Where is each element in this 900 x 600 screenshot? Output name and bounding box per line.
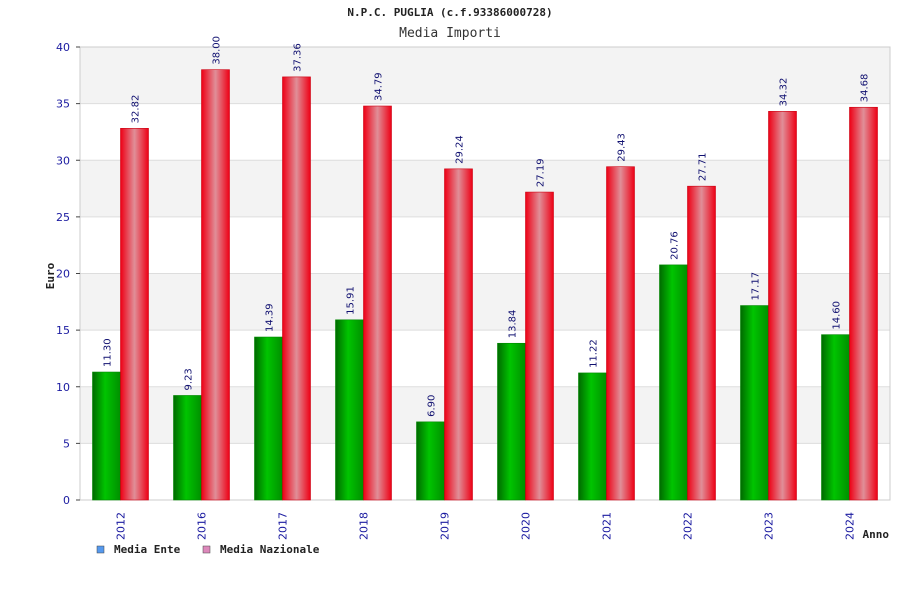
bar-media-nazionale-2012: [120, 128, 149, 501]
data-label-media-nazionale-2012: 32.82: [131, 95, 142, 124]
data-label-media-nazionale-2022: 27.71: [698, 153, 709, 182]
y-tick-label: 5: [63, 437, 70, 450]
data-label-media-ente-2021: 11.22: [589, 339, 600, 368]
data-label-media-ente-2018: 15.91: [346, 286, 357, 315]
bar-media-ente-2022: [659, 264, 688, 501]
bar-media-ente-2012: [92, 371, 121, 501]
bar-media-ente-2017: [254, 336, 283, 501]
data-label-media-nazionale-2016: 38.00: [212, 36, 223, 65]
bar-media-ente-2021: [578, 372, 607, 501]
data-label-media-nazionale-2021: 29.43: [617, 133, 628, 162]
x-tick-label-2020: 2020: [520, 512, 533, 540]
data-label-media-ente-2020: 13.84: [508, 310, 519, 339]
x-tick-label-2018: 2018: [358, 512, 371, 540]
y-tick-label: 0: [63, 494, 70, 507]
bar-media-nazionale-2016: [201, 69, 230, 501]
data-label-media-nazionale-2019: 29.24: [455, 135, 466, 164]
x-tick-label-2017: 2017: [277, 512, 290, 540]
y-axis-label: Euro: [44, 262, 57, 289]
bar-media-nazionale-2019: [444, 168, 473, 501]
data-label-media-ente-2017: 14.39: [265, 303, 276, 332]
data-label-media-ente-2023: 17.17: [751, 272, 762, 301]
data-label-media-nazionale-2018: 34.79: [374, 72, 385, 101]
bars: [92, 69, 878, 501]
bar-media-ente-2020: [497, 342, 526, 501]
bar-media-nazionale-2017: [282, 76, 311, 501]
bar-media-nazionale-2020: [525, 191, 554, 501]
x-tick-label-2021: 2021: [601, 512, 614, 540]
data-label-media-ente-2019: 6.90: [427, 395, 438, 417]
bar-media-ente-2019: [416, 421, 445, 501]
bar-media-nazionale-2018: [363, 105, 392, 501]
bar-media-nazionale-2022: [687, 185, 716, 501]
data-labels: 11.30 32.82 9.23 38.00 14.39 37.36 15.91 34.79 6…: [103, 36, 871, 417]
bar-media-ente-2023: [740, 305, 769, 501]
y-tick-label: 30: [56, 154, 70, 167]
bar-media-ente-2024: [821, 334, 850, 501]
y-tick-label: 20: [56, 268, 70, 281]
data-label-media-nazionale-2020: 27.19: [536, 158, 547, 187]
chart-title: N.P.C. PUGLIA (c.f.93386000728): [347, 6, 552, 19]
x-tick-label-2016: 2016: [196, 512, 209, 540]
data-label-media-nazionale-2017: 37.36: [293, 43, 304, 72]
legend-label-media-ente: Media Ente: [114, 543, 181, 556]
x-tick-label-2019: 2019: [439, 512, 452, 540]
bar-media-ente-2018: [335, 319, 364, 501]
bar-media-ente-2016: [173, 395, 202, 501]
legend: Media Ente Media Nazionale: [96, 543, 320, 556]
x-tick-labels: 2012 2016 2017 2018 2019 2020 2021 2022 2023 2024: [115, 512, 857, 540]
chart-subtitle: Media Importi: [399, 26, 501, 41]
x-tick-label-2012: 2012: [115, 512, 128, 540]
y-tick-labels: 0 5 10 15 20 25 30 35 40: [56, 41, 80, 507]
y-tick-label: 15: [56, 324, 70, 337]
y-tick-label: 10: [56, 381, 70, 394]
bar-media-nazionale-2021: [606, 166, 635, 501]
legend-swatch-media-ente: [96, 545, 105, 554]
data-label-media-ente-2012: 11.30: [103, 338, 114, 367]
bar-media-nazionale-2024: [849, 106, 878, 501]
data-label-media-ente-2022: 20.76: [670, 231, 681, 260]
y-tick-label: 25: [56, 211, 70, 224]
legend-label-media-nazionale: Media Nazionale: [220, 543, 320, 556]
y-tick-label: 40: [56, 41, 70, 54]
data-label-media-ente-2016: 9.23: [184, 368, 195, 390]
x-tick-label-2024: 2024: [844, 512, 857, 540]
data-label-media-nazionale-2024: 34.68: [860, 74, 871, 103]
legend-swatch-media-nazionale: [202, 545, 211, 554]
data-label-media-ente-2024: 14.60: [832, 301, 843, 330]
x-tick-label-2022: 2022: [682, 512, 695, 540]
data-label-media-nazionale-2023: 34.32: [779, 78, 790, 107]
bar-media-nazionale-2023: [768, 111, 797, 501]
x-tick-label-2023: 2023: [763, 512, 776, 540]
x-axis-label: Anno: [863, 528, 890, 541]
y-tick-label: 35: [56, 98, 70, 111]
